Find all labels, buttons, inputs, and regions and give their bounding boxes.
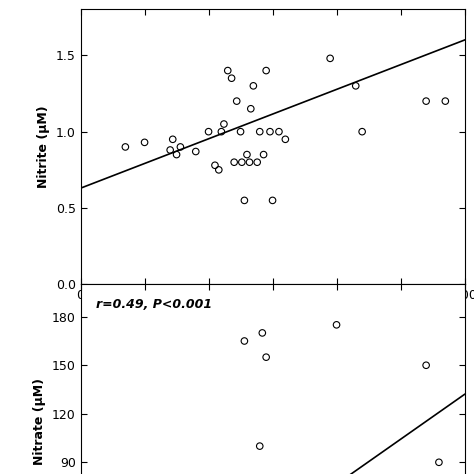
Point — [266, 128, 274, 136]
Point — [121, 143, 129, 151]
Point — [233, 97, 240, 105]
Point — [243, 151, 251, 158]
Point — [422, 97, 430, 105]
Point — [256, 442, 264, 450]
Point — [275, 128, 283, 136]
Y-axis label: Nitrate (μM): Nitrate (μM) — [33, 378, 46, 465]
Point — [247, 105, 255, 112]
Point — [435, 458, 443, 466]
Point — [166, 146, 174, 154]
Point — [173, 151, 180, 158]
Point — [258, 329, 266, 337]
Point — [441, 97, 449, 105]
Point — [220, 120, 228, 128]
Text: r=0.49, P<0.001: r=0.49, P<0.001 — [96, 298, 212, 311]
Point — [260, 151, 267, 158]
Point — [358, 128, 366, 136]
Point — [262, 67, 270, 74]
X-axis label: Interleukin-1β (pg/ml): Interleukin-1β (pg/ml) — [186, 309, 359, 323]
Point — [249, 82, 257, 90]
Point — [241, 337, 248, 345]
Point — [237, 128, 245, 136]
Point — [246, 158, 253, 166]
Point — [269, 197, 276, 204]
Point — [224, 67, 231, 74]
Point — [218, 128, 225, 136]
Point — [177, 143, 184, 151]
Point — [254, 158, 261, 166]
Y-axis label: Nitrite (μM): Nitrite (μM) — [37, 106, 50, 188]
Point — [256, 128, 264, 136]
Point — [205, 128, 212, 136]
Point — [333, 321, 340, 328]
Point — [192, 148, 200, 155]
Point — [215, 166, 223, 173]
Point — [230, 158, 238, 166]
Point — [262, 354, 270, 361]
Point — [141, 138, 148, 146]
Point — [422, 362, 430, 369]
Point — [211, 162, 219, 169]
Point — [228, 74, 236, 82]
Point — [169, 136, 176, 143]
Point — [241, 197, 248, 204]
Point — [238, 158, 246, 166]
Point — [282, 136, 289, 143]
Point — [352, 82, 359, 90]
Point — [326, 55, 334, 62]
